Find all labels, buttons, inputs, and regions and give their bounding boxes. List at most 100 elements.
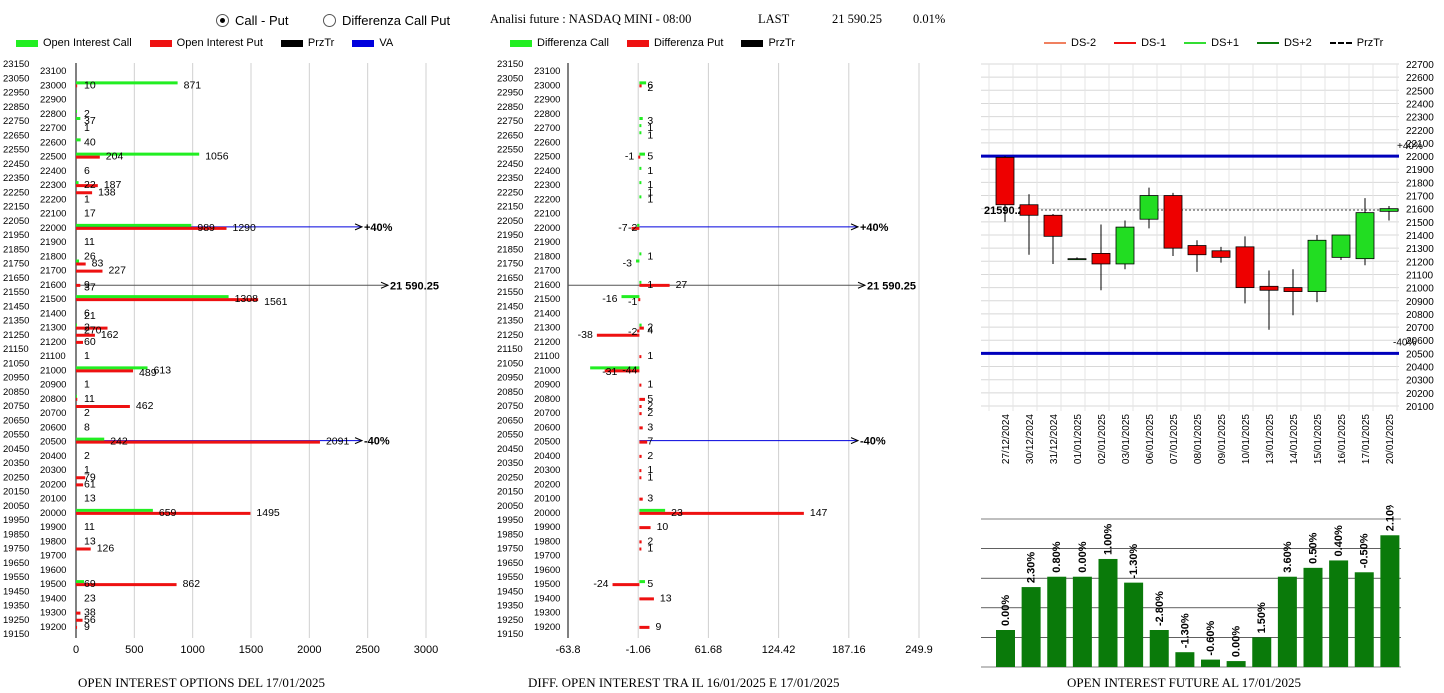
strike-tick-label: 21200: [40, 337, 66, 348]
va-label: +40%: [860, 222, 889, 234]
x-tick-label: -63.8: [555, 644, 580, 656]
data-label: 38: [84, 607, 96, 619]
call-diff-bar: [590, 366, 640, 370]
data-label: -16: [602, 293, 617, 305]
candle-body: [1355, 212, 1375, 260]
data-label: 1: [647, 464, 653, 476]
legend-item: DS+1: [1184, 37, 1239, 49]
strike-tick-label: 20800: [534, 394, 560, 405]
put-diff-bar: [639, 84, 642, 88]
strike-tick-label: 19350: [3, 601, 29, 612]
strike-tick-label: 21650: [497, 273, 523, 284]
radio-unselected-icon[interactable]: [323, 14, 336, 27]
data-label: 1: [647, 250, 653, 262]
strike-tick-label: 23100: [40, 66, 66, 77]
strike-tick-label: 19650: [497, 558, 523, 569]
oi-bar: [1175, 652, 1195, 667]
strike-tick-label: 22450: [497, 159, 523, 170]
candle-body: [1211, 250, 1231, 258]
strike-tick-label: 19250: [3, 615, 29, 626]
legend-swatch: [741, 39, 764, 47]
put-diff-bar: [639, 405, 642, 408]
put-bar: [76, 440, 320, 444]
caption-right: OPEN INTEREST FUTURE AL 17/01/2025: [1067, 675, 1302, 690]
strike-tick-label: 21100: [40, 351, 66, 362]
caption-mid: DIFF. OPEN INTEREST TRA IL 16/01/2025 E …: [528, 675, 840, 690]
legend-item: VA: [352, 37, 393, 49]
oi-bar-label: 0.00%: [1000, 595, 1012, 626]
put-diff-bar: [637, 329, 640, 333]
data-label: 2: [84, 108, 90, 120]
put-diff-bar: [639, 355, 642, 359]
data-label: 187: [104, 179, 122, 191]
radio-selected-icon[interactable]: [216, 14, 229, 27]
put-bar: [76, 397, 78, 401]
candle-body: [1283, 287, 1303, 292]
data-label: 1: [647, 122, 653, 134]
radio-call-put[interactable]: Call - Put: [216, 13, 288, 28]
data-label: 2: [84, 322, 90, 334]
strike-tick-label: 22800: [40, 109, 66, 120]
oi-bar: [1380, 535, 1400, 667]
oi-bar-label: -0.60%: [1205, 621, 1217, 656]
data-label: 5: [647, 151, 653, 163]
data-label: -7: [618, 222, 627, 234]
strike-tick-label: 20400: [40, 451, 66, 462]
strike-tick-label: 20600: [40, 422, 66, 433]
strike-tick-label: 19300: [40, 608, 66, 619]
data-label: 227: [108, 265, 126, 277]
oi-bar: [1252, 637, 1272, 667]
call-bar: [76, 223, 192, 227]
strike-tick-label: 21850: [497, 244, 523, 255]
put-diff-bar: [639, 547, 642, 551]
put-bar: [76, 369, 134, 373]
header-last-value: 21 590.25: [832, 12, 882, 26]
strike-tick-label: 22450: [3, 159, 29, 170]
strike-tick-label: 20550: [3, 430, 29, 441]
strike-tick-label: 21600: [534, 280, 560, 291]
strike-tick-label: 21150: [497, 344, 523, 355]
data-label: 17: [84, 208, 96, 220]
strike-tick-label: 21050: [3, 358, 29, 369]
strike-tick-label: 21450: [3, 301, 29, 312]
data-label: 8: [84, 421, 90, 433]
data-label: 2: [647, 322, 653, 334]
strike-tick-label: 19950: [3, 515, 29, 526]
legend-item: Open Interest Call: [16, 37, 132, 49]
oi-bar: [996, 630, 1015, 667]
oi-bar: [1226, 661, 1246, 667]
strike-tick-label: 22750: [497, 116, 523, 127]
put-bar: [76, 625, 78, 629]
open-interest-options-chart: 0 500 1000 1500 2000 2500 3000 23150 23050 22950 2…: [3, 59, 439, 656]
strike-tick-label: 20500: [534, 437, 560, 448]
y-tick-label: 20300: [1406, 376, 1434, 387]
oi-bar-label: 0.00%: [1077, 541, 1089, 572]
diff-open-interest-chart: -63.8 -1.06 61.68 124.42 187.16 249.9 23150 230…: [497, 59, 933, 656]
strike-tick-label: 22500: [534, 152, 560, 163]
put-bar: [76, 283, 81, 287]
call-bar: [76, 437, 105, 441]
put-diff-bar: [639, 540, 642, 544]
price-label: 21590.25: [984, 205, 1030, 217]
call-bar: [76, 109, 77, 113]
strike-tick-label: 20850: [497, 387, 523, 398]
strike-tick-label: 20350: [3, 458, 29, 469]
oi-bar-label: 2.30%: [1026, 552, 1038, 583]
put-diff-bar: [604, 369, 640, 373]
header-title: Analisi future : NASDAQ MINI - 08:00: [490, 12, 692, 26]
oi-bar-label: -0.50%: [1359, 533, 1371, 568]
legend-label: DS-1: [1141, 37, 1167, 49]
strike-tick-label: 19250: [497, 615, 523, 626]
data-label: 21: [84, 310, 96, 322]
oi-bar-label: 0.00%: [1231, 626, 1243, 657]
data-label: 1: [647, 165, 653, 177]
put-diff-bar: [639, 440, 648, 444]
x-tick-label: 500: [125, 644, 143, 656]
strike-tick-label: 22550: [3, 145, 29, 156]
strike-tick-label: 21900: [40, 237, 66, 248]
data-label: 9: [655, 621, 661, 633]
strike-tick-label: 22100: [534, 209, 560, 220]
radio-differenza[interactable]: Differenza Call Put: [323, 13, 450, 28]
strike-tick-label: 20700: [40, 408, 66, 419]
data-label: 1: [84, 122, 90, 134]
